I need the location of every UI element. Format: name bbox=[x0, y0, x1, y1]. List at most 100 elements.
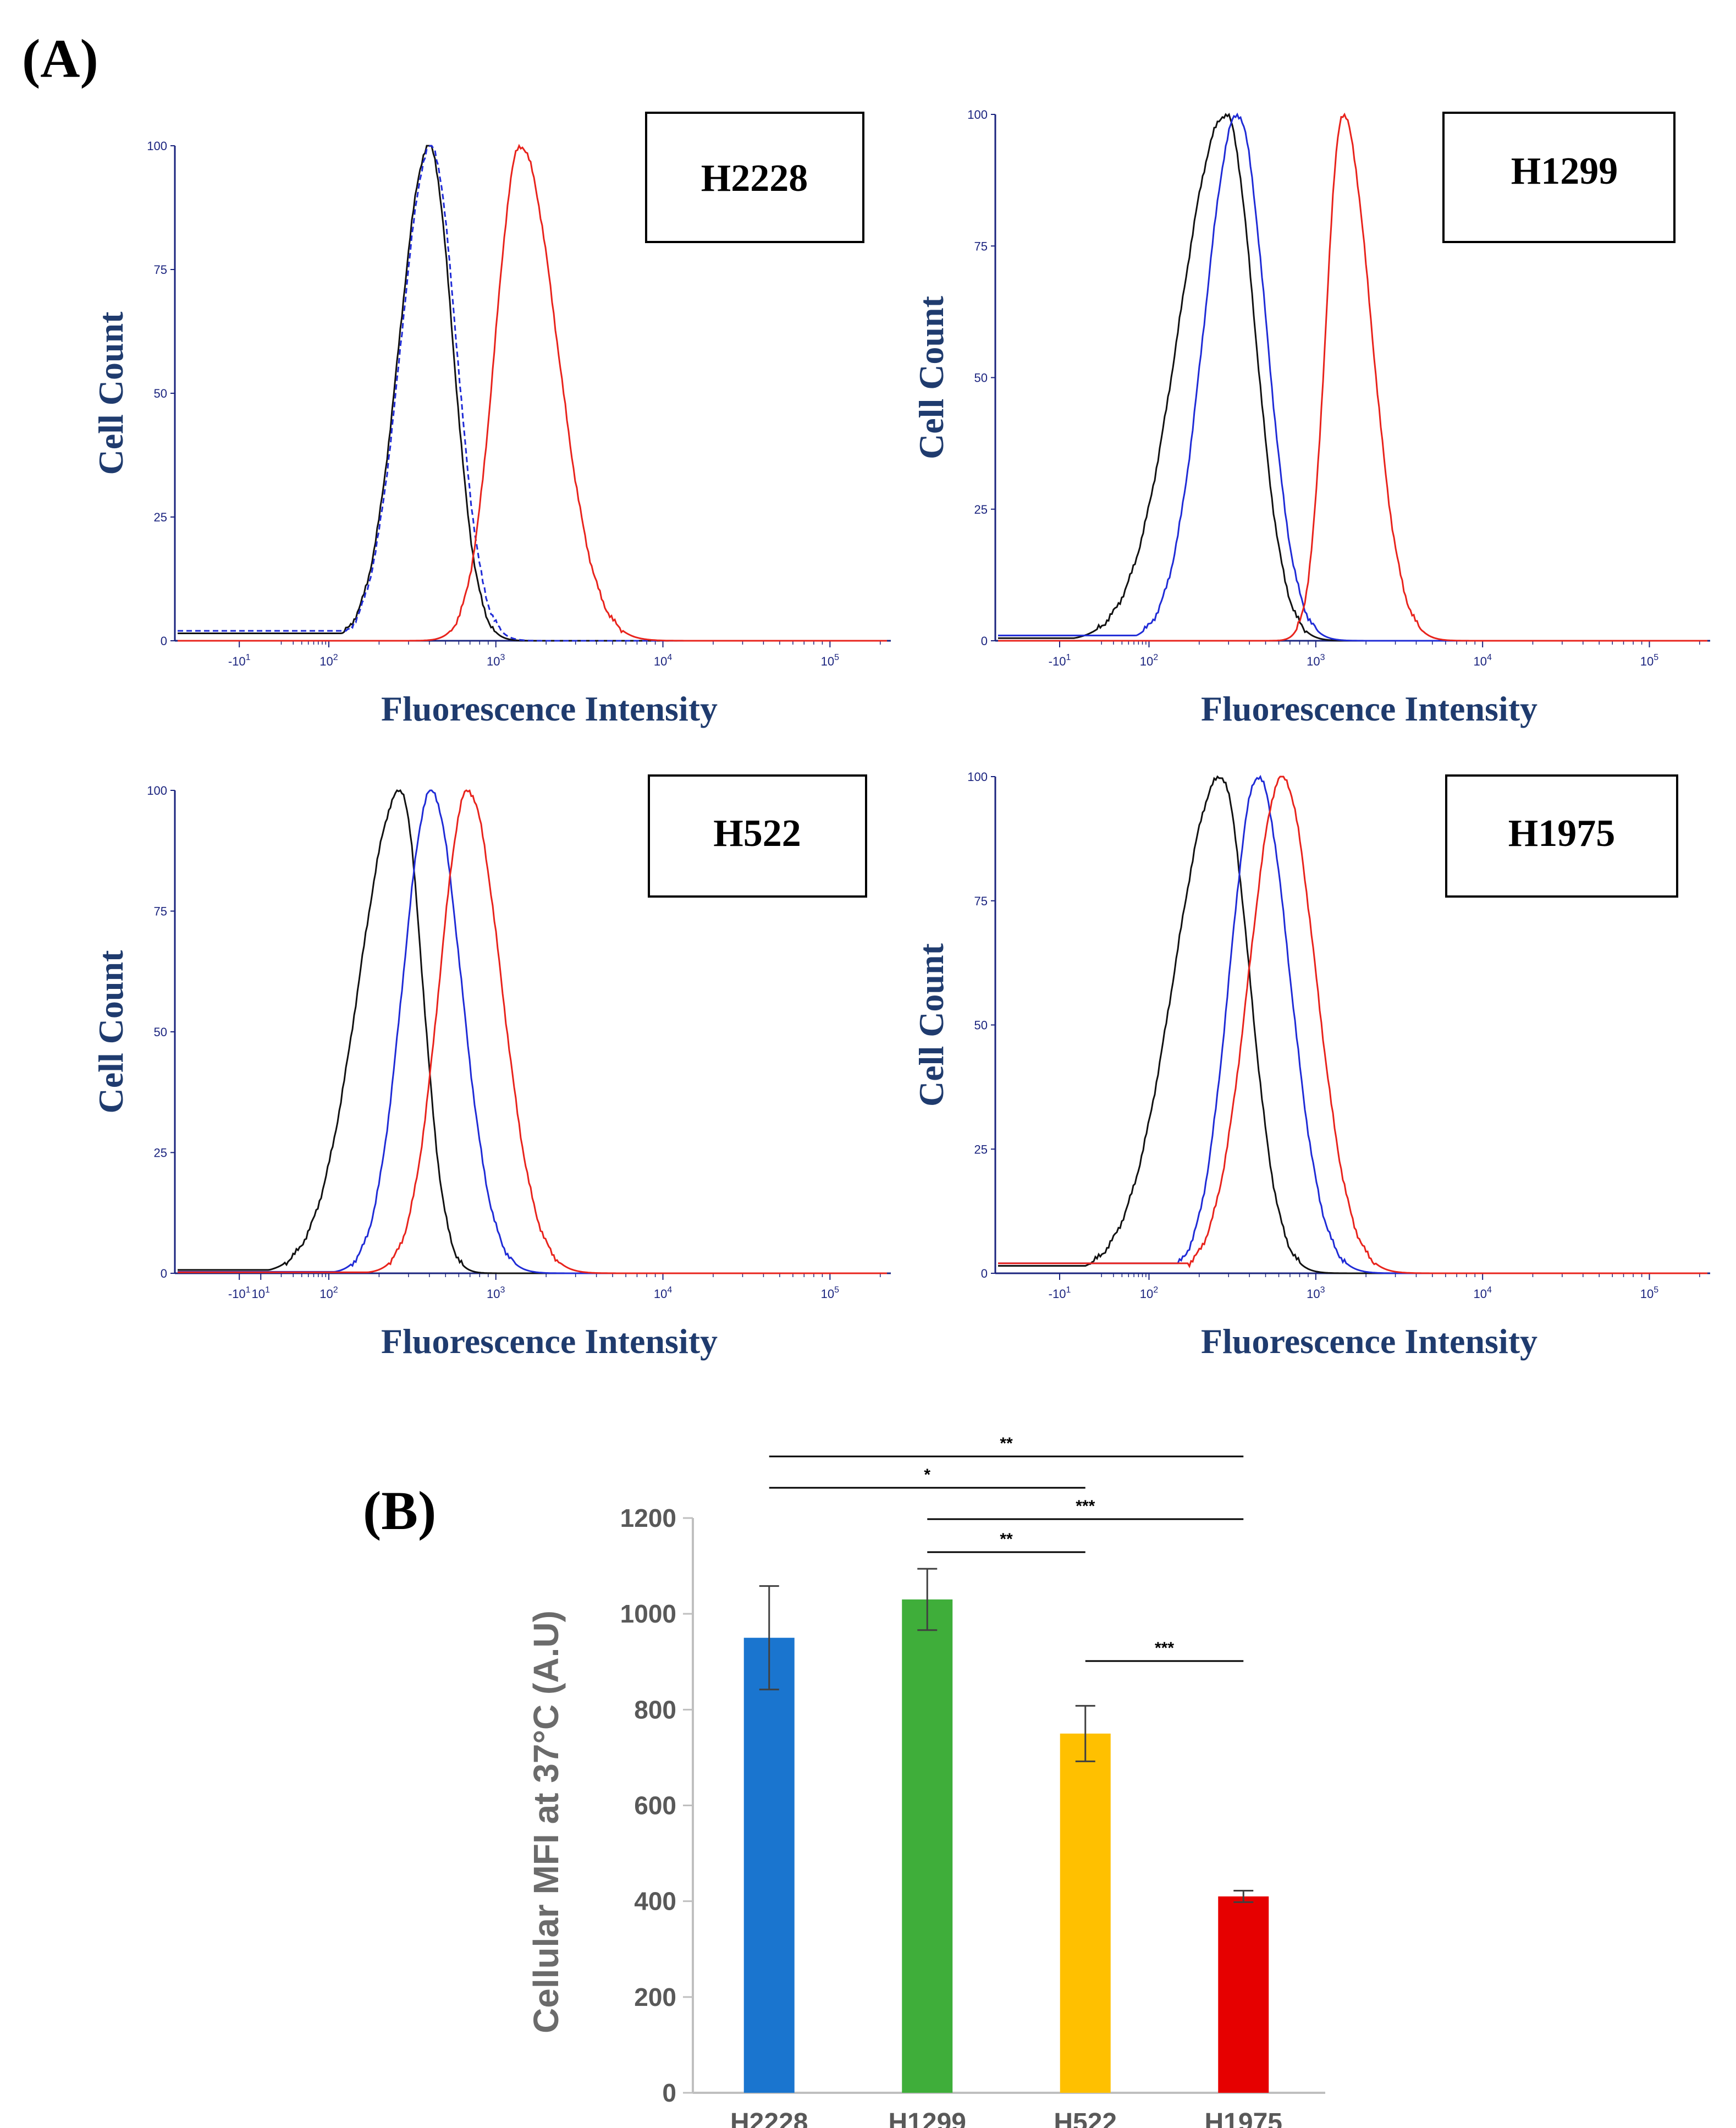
x-tick-base: 10 bbox=[487, 1287, 500, 1301]
significance-label: ** bbox=[1000, 1530, 1013, 1548]
x-tick-base: -10 bbox=[228, 1287, 246, 1301]
y-tick-label: 25 bbox=[154, 510, 167, 524]
cell-line-label: H522 bbox=[713, 812, 801, 855]
x-tick-exponent: 3 bbox=[1320, 1285, 1325, 1295]
x-tick-label: 102 bbox=[319, 653, 338, 668]
x-tick-label: 102 bbox=[1140, 653, 1158, 668]
y-tick-label: 100 bbox=[967, 770, 988, 784]
x-tick-base: -10 bbox=[1049, 1287, 1066, 1301]
histogram-curve-red bbox=[998, 776, 1707, 1274]
x-tick-label: -101 bbox=[228, 1285, 251, 1301]
bar-y-tick-label: 400 bbox=[634, 1887, 676, 1916]
x-tick-label: 104 bbox=[1473, 1285, 1491, 1301]
y-tick-label: 75 bbox=[154, 263, 167, 277]
x-tick-base: 10 bbox=[319, 655, 333, 668]
x-tick-label: 105 bbox=[821, 653, 839, 668]
y-tick-label: 50 bbox=[974, 1019, 988, 1032]
y-axis-label: Cell Count bbox=[91, 950, 130, 1114]
x-tick-label: 105 bbox=[1640, 1285, 1658, 1301]
y-tick-label: 25 bbox=[974, 503, 988, 516]
y-tick-label: 50 bbox=[154, 387, 167, 400]
y-tick-label: 0 bbox=[161, 1267, 167, 1280]
cell-line-box bbox=[1445, 774, 1678, 898]
x-tick-label: 101 bbox=[252, 1285, 270, 1301]
y-axis-label: Cell Count bbox=[912, 943, 951, 1107]
x-tick-exponent: 5 bbox=[834, 653, 839, 662]
x-tick-exponent: 1 bbox=[246, 653, 251, 662]
bar-category-label: H1975 bbox=[1205, 2108, 1282, 2128]
y-tick-label: 100 bbox=[147, 139, 167, 153]
significance-label: *** bbox=[1155, 1639, 1174, 1657]
x-tick-exponent: 4 bbox=[667, 653, 672, 662]
x-tick-exponent: 1 bbox=[1066, 653, 1071, 662]
x-tick-label: -101 bbox=[228, 653, 251, 668]
significance-label: ** bbox=[1000, 1434, 1013, 1453]
x-tick-base: 10 bbox=[821, 655, 834, 668]
cell-line-label: H1299 bbox=[1511, 150, 1618, 193]
x-tick-label: 105 bbox=[821, 1285, 839, 1301]
histogram-curve-red bbox=[998, 112, 1707, 642]
bar-y-tick-label: 600 bbox=[634, 1791, 676, 1820]
bar-y-tick-label: 200 bbox=[634, 1983, 676, 2011]
x-tick-exponent: 2 bbox=[1153, 653, 1158, 662]
y-tick-label: 25 bbox=[974, 1142, 988, 1156]
bar-H522 bbox=[1060, 1733, 1111, 2093]
x-tick-label: 103 bbox=[487, 653, 505, 668]
x-tick-exponent: 3 bbox=[500, 653, 505, 662]
x-tick-base: 10 bbox=[1307, 655, 1320, 668]
x-axis-label: Fluorescence Intensity bbox=[381, 1322, 718, 1361]
x-tick-base: 10 bbox=[654, 1287, 667, 1301]
y-tick-label: 75 bbox=[974, 894, 988, 908]
y-tick-label: 0 bbox=[981, 1267, 988, 1280]
bar-category-label: H1299 bbox=[889, 2108, 966, 2128]
bar-y-axis-label: Cellular MFI at 37°C (A.U) bbox=[526, 1610, 566, 2033]
x-axis-label: Fluorescence Intensity bbox=[1201, 689, 1537, 728]
x-tick-base: -10 bbox=[228, 655, 246, 668]
x-tick-base: 10 bbox=[1473, 655, 1486, 668]
x-tick-label: 104 bbox=[1473, 653, 1491, 668]
histogram-curve-red bbox=[178, 789, 887, 1274]
y-tick-label: 50 bbox=[974, 371, 988, 385]
bar-chart: 0 200 400 600 800 1000 1200 Cellular MFI at 37°… bbox=[526, 1434, 1325, 2128]
x-tick-label: -101 bbox=[1049, 653, 1071, 668]
x-tick-base: 10 bbox=[1640, 1287, 1654, 1301]
x-tick-base: 10 bbox=[319, 1287, 333, 1301]
x-tick-label: 104 bbox=[654, 653, 672, 668]
x-tick-label: 103 bbox=[1307, 1285, 1325, 1301]
significance-label: *** bbox=[1076, 1497, 1095, 1515]
x-tick-label: 102 bbox=[319, 1285, 338, 1301]
y-axis-label: Cell Count bbox=[91, 311, 130, 475]
bar-H1975 bbox=[1218, 1896, 1269, 2093]
x-tick-exponent: 4 bbox=[1487, 1285, 1492, 1295]
y-tick-label: 0 bbox=[161, 634, 167, 648]
y-tick-label: 0 bbox=[981, 634, 988, 648]
y-tick-label: 50 bbox=[154, 1025, 167, 1039]
cell-line-box bbox=[648, 774, 867, 898]
cell-line-box bbox=[1442, 112, 1676, 243]
x-tick-base: 10 bbox=[1140, 655, 1153, 668]
x-tick-base: 10 bbox=[252, 1287, 265, 1301]
x-axis-label: Fluorescence Intensity bbox=[1201, 1322, 1537, 1361]
x-tick-exponent: 5 bbox=[834, 1285, 839, 1295]
x-tick-exponent: 3 bbox=[500, 1285, 505, 1295]
cell-line-label: H2228 bbox=[701, 157, 808, 200]
x-tick-label: 105 bbox=[1640, 653, 1658, 668]
x-axis-label: Fluorescence Intensity bbox=[381, 689, 718, 728]
x-tick-base: 10 bbox=[654, 655, 667, 668]
y-axis-label: Cell Count bbox=[912, 295, 951, 459]
x-tick-exponent: 2 bbox=[333, 1285, 338, 1295]
bar-H1299 bbox=[902, 1599, 953, 2093]
x-tick-exponent: 1 bbox=[265, 1285, 270, 1295]
y-tick-label: 100 bbox=[147, 784, 167, 798]
x-tick-base: 10 bbox=[1307, 1287, 1320, 1301]
x-tick-base: -10 bbox=[1049, 655, 1066, 668]
histogram-curve-red bbox=[178, 144, 887, 642]
bar-y-tick-label: 800 bbox=[634, 1695, 676, 1724]
panel-b-label: (B) bbox=[363, 1480, 436, 1541]
x-tick-exponent: 3 bbox=[1320, 653, 1325, 662]
cell-line-label: H1975 bbox=[1508, 812, 1615, 855]
